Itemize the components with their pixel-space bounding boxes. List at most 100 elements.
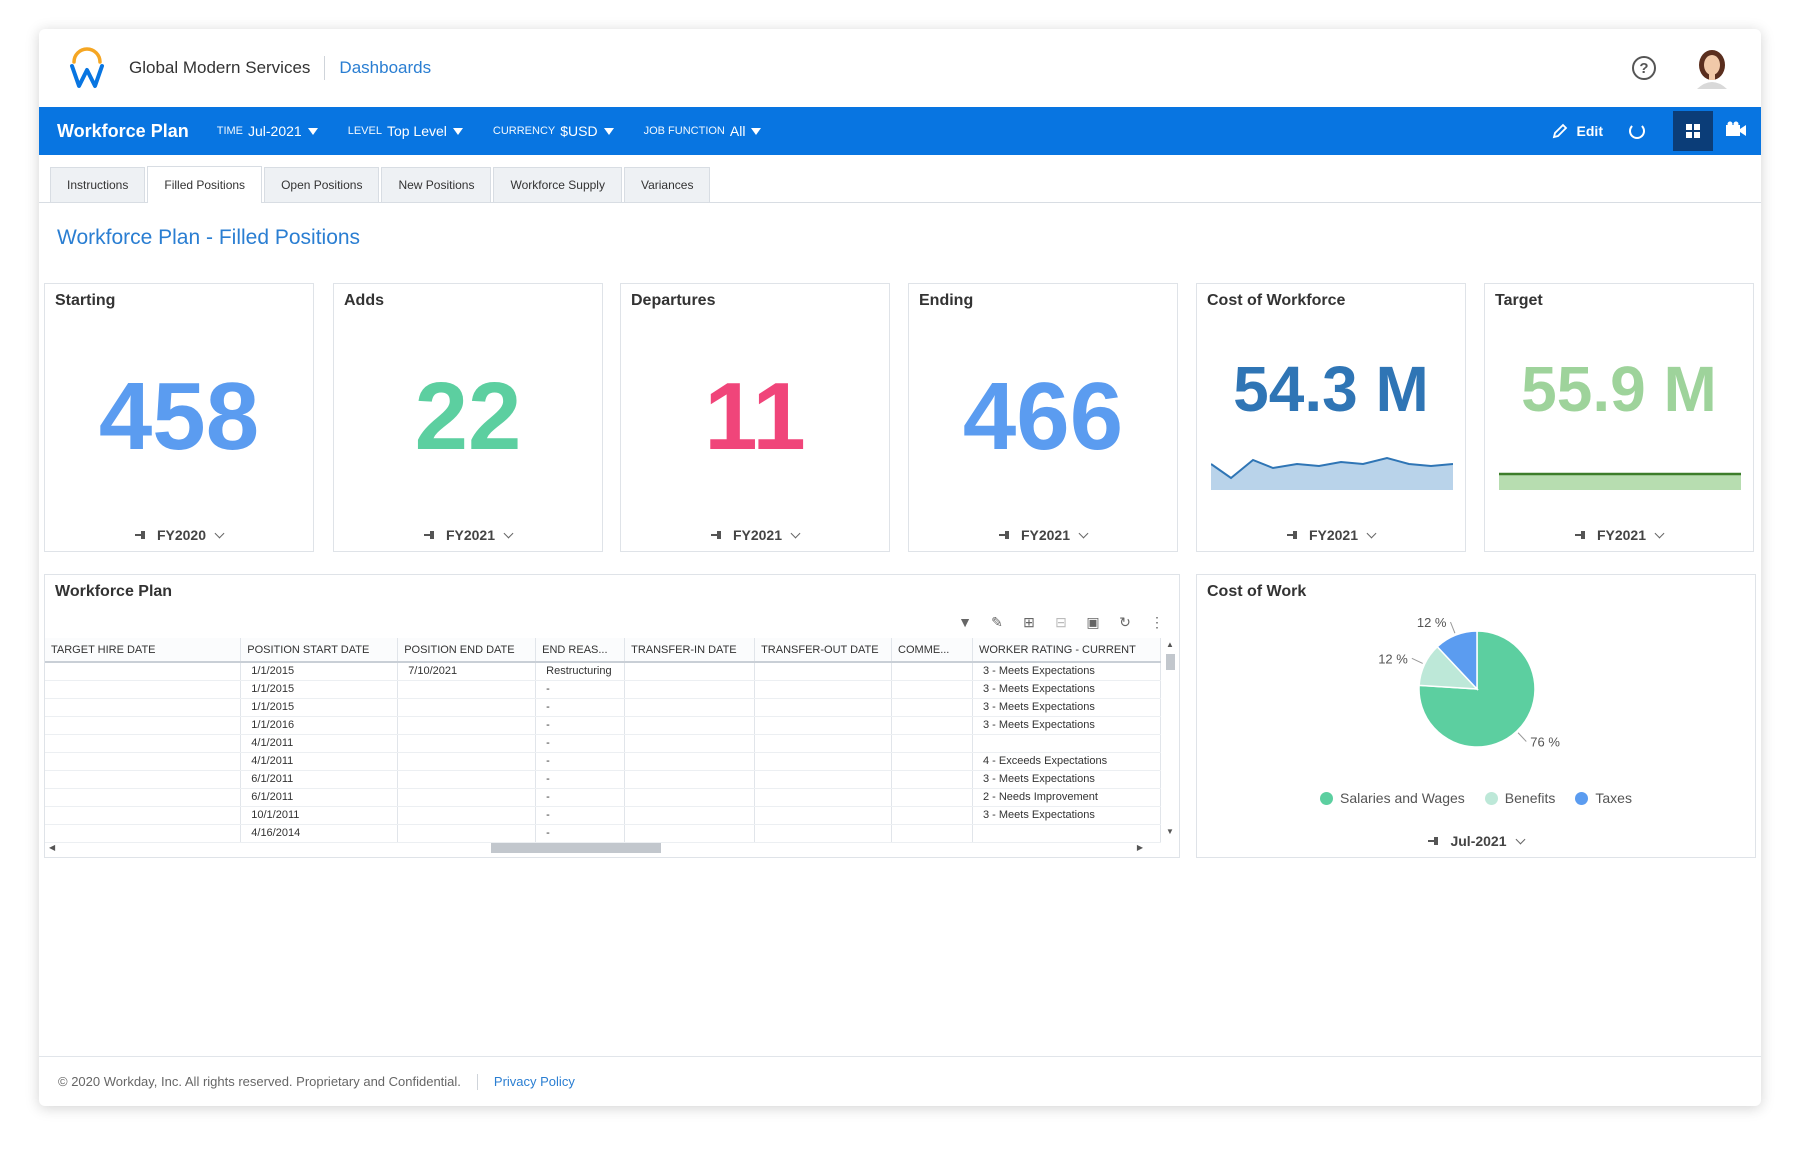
table-cell[interactable] — [624, 824, 756, 843]
table-cell[interactable] — [397, 680, 537, 699]
table-cell[interactable] — [45, 698, 242, 717]
table-cell[interactable] — [624, 680, 756, 699]
table-cell[interactable] — [45, 662, 242, 681]
table-cell[interactable]: - — [535, 752, 626, 771]
table-row[interactable]: 4/1/2011 - — [45, 734, 1162, 753]
video-camera-icon[interactable] — [1725, 121, 1751, 141]
table-cell[interactable]: 4 - Exceeds Expectations — [972, 752, 1162, 771]
table-cell[interactable]: 6/1/2011 — [240, 788, 399, 807]
kpi-period-selector[interactable]: FY2020 — [45, 527, 313, 543]
kpi-period-selector[interactable]: FY2021 — [909, 527, 1177, 543]
column-header[interactable]: POSITION START DATE — [240, 638, 399, 663]
tab-filled-positions[interactable]: Filled Positions — [147, 166, 263, 203]
table-cell[interactable] — [624, 734, 756, 753]
table-cell[interactable] — [45, 680, 242, 699]
table-cell[interactable]: 2 - Needs Improvement — [972, 788, 1162, 807]
table-cell[interactable] — [397, 716, 537, 735]
column-header[interactable]: TARGET HIRE DATE — [45, 638, 242, 663]
scroll-down-icon[interactable]: ▼ — [1166, 827, 1174, 836]
scroll-left-icon[interactable]: ◀ — [49, 843, 56, 852]
pie-slice-taxes[interactable] — [1436, 630, 1478, 691]
prompt-job-function[interactable]: JOB FUNCTION All — [644, 123, 762, 139]
table-cell[interactable]: 6/1/2011 — [240, 770, 399, 789]
table-cell[interactable] — [397, 824, 537, 843]
prompt-level[interactable]: LEVEL Top Level — [348, 123, 463, 139]
table-cell[interactable] — [45, 788, 242, 807]
table-cell[interactable]: - — [535, 680, 626, 699]
column-header[interactable]: COMME... — [891, 638, 973, 663]
table-cell[interactable] — [754, 824, 893, 843]
table-row[interactable]: 10/1/2011 - 3 - Meets Expectations — [45, 806, 1162, 825]
column-header[interactable]: TRANSFER-IN DATE — [624, 638, 756, 663]
table-cell[interactable] — [624, 770, 756, 789]
table-row[interactable]: 1/1/2015 - 3 - Meets Expectations — [45, 680, 1162, 699]
table-cell[interactable] — [891, 770, 973, 789]
table-cell[interactable]: - — [535, 806, 626, 825]
table-cell[interactable] — [624, 806, 756, 825]
table-cell[interactable] — [891, 824, 973, 843]
table-cell[interactable]: - — [535, 734, 626, 753]
table-cell[interactable] — [45, 824, 242, 843]
table-cell[interactable]: 7/10/2021 — [397, 662, 537, 681]
table-cell[interactable] — [891, 716, 973, 735]
table-cell[interactable] — [754, 698, 893, 717]
add-row-icon[interactable]: ⊞ — [1023, 613, 1035, 630]
tab-variances[interactable]: Variances — [623, 167, 711, 202]
table-cell[interactable] — [891, 752, 973, 771]
table-cell[interactable] — [754, 806, 893, 825]
table-cell[interactable] — [972, 824, 1162, 843]
save-icon[interactable]: ▣ — [1086, 613, 1100, 630]
column-header[interactable]: TRANSFER-OUT DATE — [754, 638, 893, 663]
table-cell[interactable] — [45, 752, 242, 771]
table-cell[interactable] — [754, 716, 893, 735]
scroll-up-icon[interactable]: ▲ — [1166, 640, 1174, 649]
table-cell[interactable]: 1/1/2015 — [240, 662, 399, 681]
tab-instructions[interactable]: Instructions — [50, 167, 146, 202]
table-row[interactable]: 6/1/2011 - 3 - Meets Expectations — [45, 770, 1162, 789]
table-cell[interactable] — [754, 788, 893, 807]
legend-item-taxes[interactable]: Taxes — [1575, 790, 1632, 806]
table-cell[interactable] — [891, 680, 973, 699]
table-cell[interactable] — [45, 770, 242, 789]
table-cell[interactable]: 4/16/2014 — [240, 824, 399, 843]
tab-workforce-supply[interactable]: Workforce Supply — [493, 167, 622, 202]
table-cell[interactable] — [891, 806, 973, 825]
table-cell[interactable]: - — [535, 788, 626, 807]
kpi-period-selector[interactable]: FY2021 — [334, 527, 602, 543]
table-cell[interactable]: - — [535, 698, 626, 717]
table-cell[interactable]: - — [535, 824, 626, 843]
table-cell[interactable] — [624, 662, 756, 681]
column-header[interactable]: WORKER RATING - CURRENT — [972, 638, 1162, 663]
table-cell[interactable] — [397, 788, 537, 807]
column-header[interactable]: END REAS... — [535, 638, 626, 663]
table-cell[interactable] — [624, 788, 756, 807]
table-cell[interactable] — [397, 698, 537, 717]
table-cell[interactable]: - — [535, 716, 626, 735]
table-cell[interactable] — [891, 734, 973, 753]
scrollbar-thumb[interactable] — [491, 843, 661, 853]
horizontal-scrollbar[interactable]: ◀ ▶ — [45, 841, 1165, 855]
refresh-icon[interactable] — [1629, 123, 1645, 139]
table-cell[interactable] — [624, 716, 756, 735]
table-cell[interactable] — [45, 806, 242, 825]
table-cell[interactable] — [397, 752, 537, 771]
column-header[interactable]: POSITION END DATE — [397, 638, 537, 663]
table-cell[interactable] — [624, 752, 756, 771]
tab-new-positions[interactable]: New Positions — [381, 167, 492, 202]
kpi-period-selector[interactable]: FY2021 — [1485, 527, 1753, 543]
table-cell[interactable] — [891, 698, 973, 717]
scroll-right-icon[interactable]: ▶ — [1136, 843, 1143, 852]
remove-row-icon[interactable]: ⊟ — [1055, 613, 1067, 630]
table-cell[interactable] — [891, 788, 973, 807]
period-selector[interactable]: Jul-2021 — [1197, 833, 1755, 849]
edit-filter-icon[interactable]: ✎ — [991, 613, 1003, 630]
table-cell[interactable] — [754, 752, 893, 771]
table-cell[interactable] — [397, 806, 537, 825]
vertical-scrollbar[interactable]: ▲ ▼ — [1163, 638, 1177, 838]
table-cell[interactable]: 3 - Meets Expectations — [972, 716, 1162, 735]
more-vertical-icon[interactable]: ⋮ — [1150, 613, 1164, 630]
table-cell[interactable] — [754, 680, 893, 699]
table-cell[interactable]: Restructuring — [535, 662, 626, 681]
privacy-policy-link[interactable]: Privacy Policy — [493, 1074, 575, 1089]
table-cell[interactable] — [891, 662, 973, 681]
